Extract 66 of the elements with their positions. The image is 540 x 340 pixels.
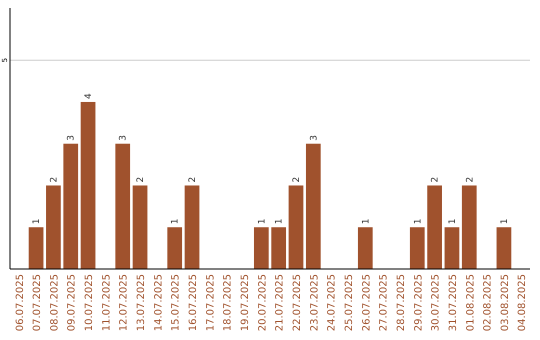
data-label: 1 <box>257 218 268 224</box>
x-tick-label: 03.08.2025 <box>500 274 511 332</box>
x-tick-label: 12.07.2025 <box>118 274 130 332</box>
bar <box>288 185 304 269</box>
bar <box>271 227 286 269</box>
x-tick-label: 27.07.2025 <box>378 274 390 332</box>
x-tick-label: 01.08.2025 <box>465 274 476 332</box>
data-label: 1 <box>361 218 372 224</box>
data-label: 1 <box>413 218 424 224</box>
data-label: 3 <box>118 134 129 141</box>
x-tick-label: 28.07.2025 <box>396 274 407 332</box>
data-label: 2 <box>188 176 198 182</box>
x-tick-label: 26.07.2025 <box>361 274 372 332</box>
data-label: 1 <box>448 218 458 224</box>
data-label: 3 <box>66 134 77 141</box>
bar <box>410 227 425 269</box>
x-tick-label: 24.07.2025 <box>326 274 338 332</box>
x-tick-label: 22.07.2025 <box>292 274 303 332</box>
data-label: 2 <box>465 176 476 182</box>
data-label: 2 <box>136 176 146 182</box>
x-tick-label: 08.07.2025 <box>49 274 60 332</box>
bar <box>63 144 78 269</box>
data-label: 1 <box>500 218 510 224</box>
bar <box>358 227 373 269</box>
data-label: 2 <box>292 176 302 182</box>
bar <box>167 227 182 269</box>
x-tick-label: 16.07.2025 <box>188 274 200 332</box>
bar <box>462 185 477 269</box>
x-tick-label: 02.08.2025 <box>482 274 494 332</box>
data-label: 2 <box>49 176 60 182</box>
data-label: 1 <box>170 218 181 224</box>
data-label: 1 <box>32 218 42 224</box>
bar <box>46 185 61 269</box>
data-label: 1 <box>274 218 285 224</box>
x-tick-label: 19.07.2025 <box>240 274 252 332</box>
x-tick-label: 30.07.2025 <box>430 274 442 332</box>
bar <box>80 102 96 269</box>
x-tick-label: 31.07.2025 <box>448 274 459 332</box>
x-tick-label: 25.07.2025 <box>344 274 355 332</box>
bar <box>444 227 460 269</box>
data-label: 2 <box>430 176 441 182</box>
bar <box>306 144 321 269</box>
x-tick-label: 14.07.2025 <box>153 274 164 332</box>
data-label: 3 <box>309 134 320 141</box>
bar <box>132 185 148 269</box>
bar <box>496 227 512 269</box>
x-tick-label: 06.07.2025 <box>14 274 26 332</box>
bar <box>28 227 44 269</box>
bar <box>184 185 200 269</box>
x-tick-label: 13.07.2025 <box>136 274 148 332</box>
bar <box>427 185 442 269</box>
x-tick-label: 10.07.2025 <box>84 274 96 332</box>
x-tick-label: 29.07.2025 <box>413 274 424 332</box>
x-tick-label: 15.07.2025 <box>170 274 182 332</box>
x-tick-label: 09.07.2025 <box>66 274 78 332</box>
x-tick-label: 20.07.2025 <box>257 274 268 332</box>
x-tick-label: 21.07.2025 <box>274 274 286 332</box>
x-tick-label: 23.07.2025 <box>309 274 320 332</box>
bar <box>115 144 130 269</box>
bar <box>254 227 269 269</box>
x-tick-label: 04.08.2025 <box>517 274 528 332</box>
x-tick-label: 18.07.2025 <box>222 274 234 332</box>
x-tick-label: 11.07.2025 <box>101 274 112 332</box>
data-label: 4 <box>84 92 94 99</box>
x-tick-label: 07.07.2025 <box>32 274 44 332</box>
x-tick-label: 17.07.2025 <box>205 274 216 332</box>
